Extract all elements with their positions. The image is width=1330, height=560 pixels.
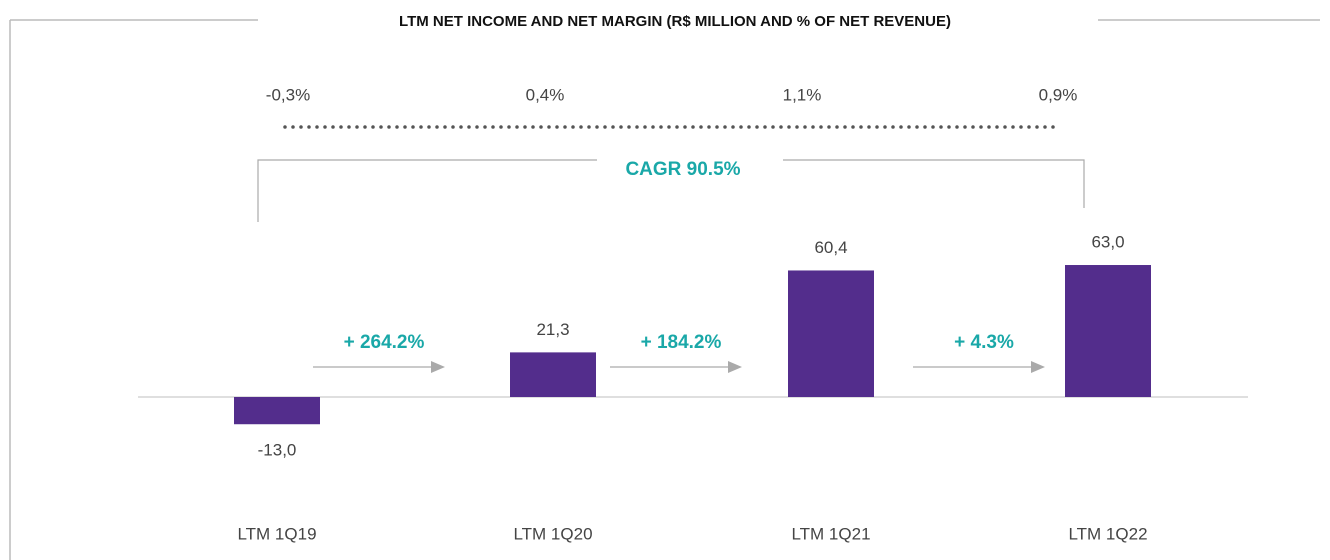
value-label: -13,0 [258,441,297,460]
margin-label: -0,3% [266,85,310,104]
x-tick-label: LTM 1Q21 [791,524,870,543]
margin-label: 1,1% [783,85,822,104]
growth-label: + 184.2% [641,332,722,353]
x-tick-label: LTM 1Q19 [237,524,316,543]
value-label: 60,4 [814,238,847,257]
value-label: 63,0 [1091,232,1124,251]
margin-label: 0,4% [526,85,565,104]
bar [1065,265,1151,397]
chart-title: LTM NET INCOME AND NET MARGIN (R$ MILLIO… [399,13,951,30]
value-label: 21,3 [536,320,569,339]
margin-label: 0,9% [1039,85,1078,104]
cagr-bracket [257,159,597,222]
arrow-head [431,361,445,373]
x-tick-label: LTM 1Q20 [513,524,592,543]
arrow-head [728,361,742,373]
growth-label: + 264.2% [344,332,425,353]
cagr-bracket [783,159,1085,208]
bar [234,397,320,425]
growth-label: + 4.3% [954,332,1014,353]
bar [510,352,596,397]
bar [788,270,874,397]
arrow-head [1031,361,1045,373]
x-tick-label: LTM 1Q22 [1068,524,1147,543]
cagr-label: CAGR 90.5% [625,159,740,180]
